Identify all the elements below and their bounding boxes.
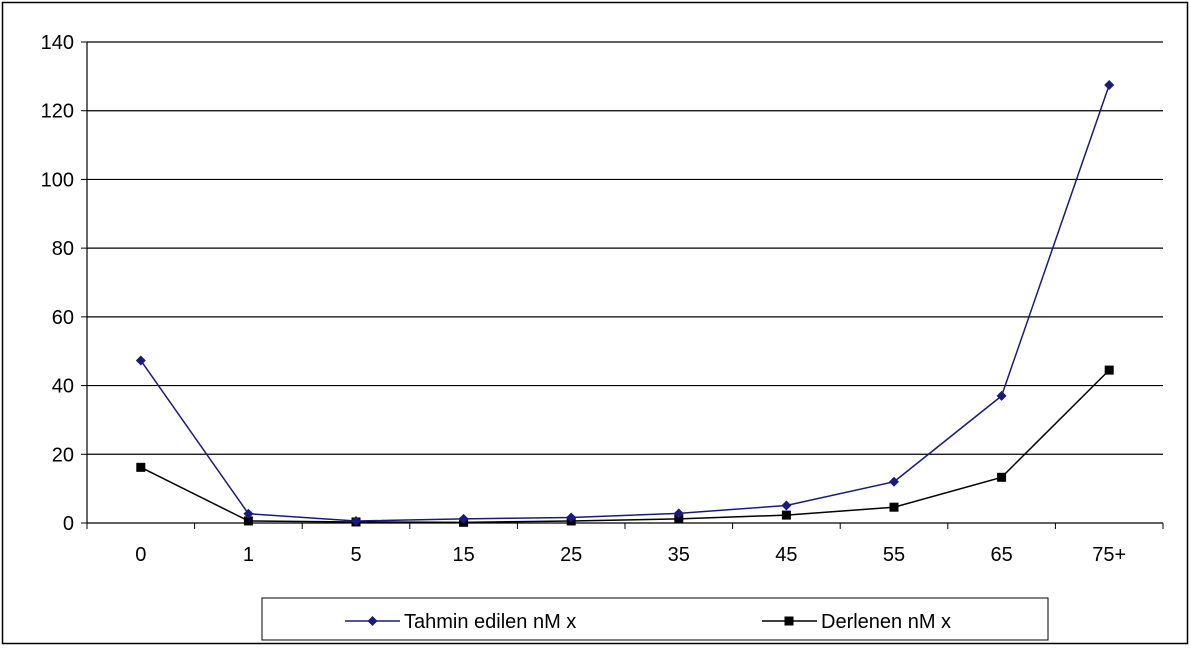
- x-tick-label: 55: [883, 544, 905, 566]
- data-point-series-1: [673, 508, 684, 519]
- data-point-series-2: [674, 514, 684, 524]
- x-tick-label: 1: [243, 544, 254, 566]
- gridlines: [87, 41, 1163, 455]
- y-axis-ticks: 0 20 40 60 80 100 120 140: [41, 32, 87, 535]
- data-point-series-2: [781, 510, 791, 520]
- legend-item-series-1: Tahmin edilen nM x: [345, 611, 576, 633]
- axes: [86, 42, 1163, 524]
- y-tick-label: 80: [52, 238, 74, 260]
- data-point-series-1: [781, 500, 792, 511]
- legend-item-series-2: Derlenen nM x: [762, 611, 951, 633]
- series-line-1: [140, 84, 1110, 522]
- x-axis-ticks: 0 1 5 15 25 35 45 55 65 75+: [86, 523, 1164, 566]
- x-tick-label: 15: [452, 544, 474, 566]
- legend-marker-diamond-icon: [367, 616, 378, 626]
- x-tick-label: 0: [135, 544, 146, 566]
- x-tick-label: 75+: [1092, 544, 1126, 566]
- data-point-series-1: [996, 390, 1007, 401]
- y-tick-label: 100: [41, 169, 74, 191]
- x-tick-label: 45: [775, 544, 797, 566]
- data-point-series-1: [243, 508, 254, 519]
- legend-label-series-2: Derlenen nM x: [821, 611, 951, 633]
- data-point-series-1: [889, 476, 899, 487]
- data-point-series-2: [136, 462, 146, 472]
- y-tick-label: 60: [52, 307, 74, 329]
- legend-box: [261, 597, 1049, 641]
- y-tick-label: 20: [52, 444, 74, 466]
- data-point-series-1: [566, 512, 577, 523]
- y-tick-label: 40: [52, 376, 74, 398]
- data-point-series-1: [1104, 79, 1115, 90]
- data-point-series-2: [997, 472, 1007, 482]
- y-tick-label: 120: [41, 101, 74, 123]
- x-tick-label: 35: [668, 544, 690, 566]
- x-tick-label: 65: [990, 544, 1012, 566]
- series-line-2: [140, 369, 1110, 524]
- y-tick-label: 140: [41, 32, 74, 54]
- legend-marker-square-icon: [784, 616, 794, 626]
- data-point-series-2: [1104, 365, 1114, 375]
- legend: Tahmin edilen nM x Derlenen nM x: [261, 597, 1049, 641]
- data-point-series-2: [243, 516, 253, 526]
- legend-label-series-1: Tahmin edilen nM x: [404, 611, 576, 633]
- data-point-series-1: [458, 513, 469, 524]
- data-point-series-1: [351, 515, 361, 526]
- y-tick-label: 0: [63, 513, 74, 535]
- data-point-series-1: [135, 355, 146, 366]
- x-tick-label: 25: [560, 544, 582, 566]
- data-point-series-2: [889, 502, 899, 512]
- series-layer: [135, 79, 1115, 527]
- x-tick-label: 5: [350, 544, 361, 566]
